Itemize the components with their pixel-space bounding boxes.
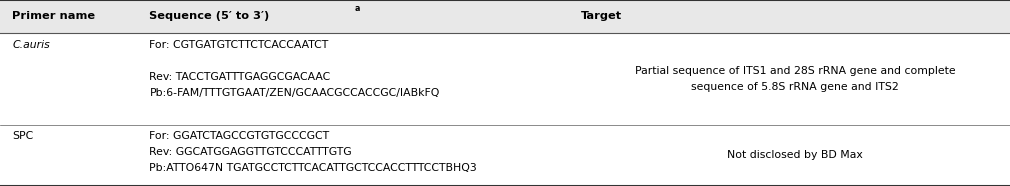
Text: Sequence (5′ to 3′): Sequence (5′ to 3′)	[149, 11, 270, 21]
Text: C.auris: C.auris	[12, 40, 49, 50]
Text: For: GGATCTAGCCGTGTGCCCGCT: For: GGATCTAGCCGTGTGCCCGCT	[149, 131, 329, 141]
Bar	[0, 0, 1010, 33]
Text: For: CGTGATGTCTTCTCACCAATCT: For: CGTGATGTCTTCTCACCAATCT	[149, 40, 328, 50]
Text: Partial sequence of ITS1 and 28S rRNA gene and complete: Partial sequence of ITS1 and 28S rRNA ge…	[634, 66, 955, 76]
Text: Rev: GGCATGGAGGTTGTCCCATTTGTG: Rev: GGCATGGAGGTTGTCCCATTTGTG	[149, 147, 352, 157]
Text: Primer name: Primer name	[12, 11, 95, 21]
Text: Pb:6-FAM/TTTGTGAAT/ZEN/GCAACGCCACCGC/IABkFQ: Pb:6-FAM/TTTGTGAAT/ZEN/GCAACGCCACCGC/IAB…	[149, 88, 440, 98]
Text: sequence of 5.8S rRNA gene and ITS2: sequence of 5.8S rRNA gene and ITS2	[691, 82, 899, 92]
Text: Rev: TACCTGATTTGAGGCGACAAC: Rev: TACCTGATTTGAGGCGACAAC	[149, 72, 330, 82]
Text: Pb:ATTO647N TGATGCCTCTTCACATTGCTCCACCTTTCCTBHQ3: Pb:ATTO647N TGATGCCTCTTCACATTGCTCCACCTTT…	[149, 163, 478, 173]
Text: Not disclosed by BD Max: Not disclosed by BD Max	[727, 150, 863, 160]
Text: a: a	[355, 4, 360, 13]
Text: Target: Target	[581, 11, 622, 21]
Text: SPC: SPC	[12, 131, 33, 141]
